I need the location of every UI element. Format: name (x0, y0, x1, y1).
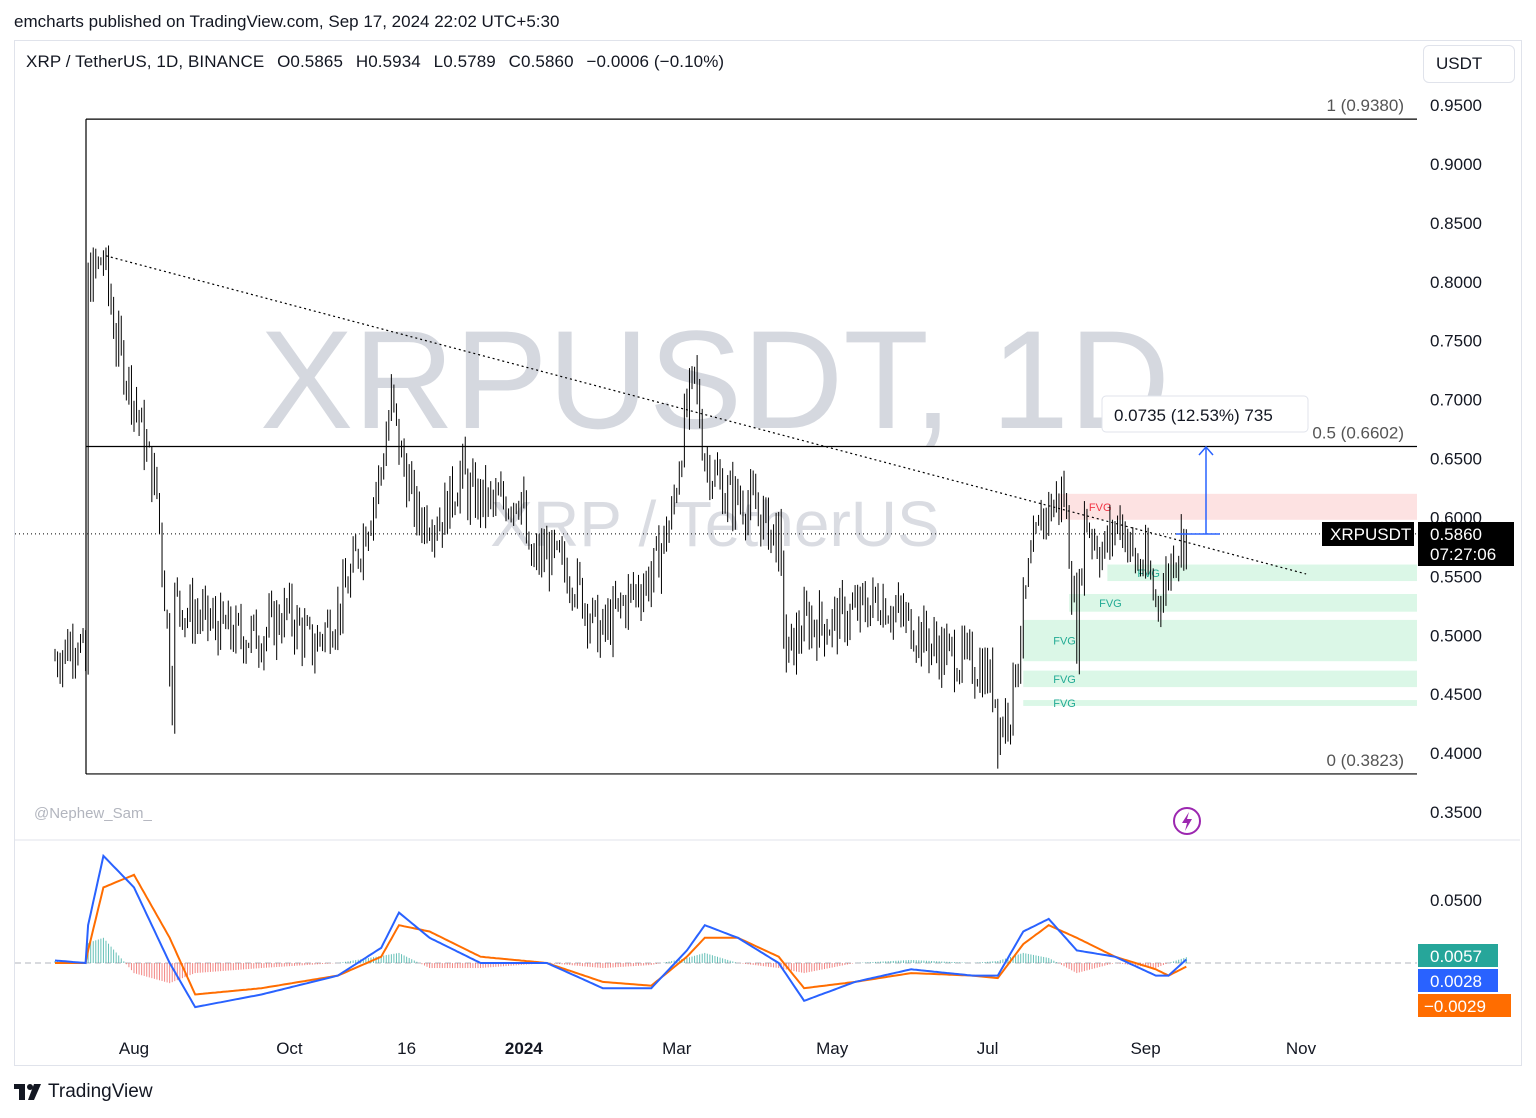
fvg-zone (1023, 670, 1417, 688)
currency-button[interactable]: USDT (1423, 45, 1515, 83)
fvg-label: FVG (1053, 636, 1076, 648)
time-tick: Oct (276, 1039, 303, 1058)
price-tick: 0.4000 (1430, 744, 1482, 763)
bar-countdown: 07:27:06 (1430, 545, 1496, 564)
current-symbol: XRPUSDT (1330, 525, 1411, 544)
fvg-zone (1058, 493, 1417, 520)
watermark-symbol: XRPUSDT, 1D (260, 301, 1170, 458)
descending-trendline[interactable] (105, 255, 1307, 575)
price-tick: 0.5000 (1430, 626, 1482, 645)
fvg-label: FVG (1099, 598, 1122, 610)
price-tick: 0.6500 (1430, 450, 1482, 469)
legend-open: O0.5865 (277, 52, 344, 71)
time-tick: Sep (1130, 1039, 1160, 1058)
macd-pane (15, 853, 1417, 1009)
fvg-label: FVG (1053, 674, 1076, 686)
price-tick: 0.5500 (1430, 567, 1482, 586)
watermark-description: XRP / TetherUS (490, 488, 939, 560)
legend-low: L0.5789 (433, 52, 496, 71)
symbol-legend[interactable]: XRP / TetherUS, 1D, BINANCE O0.5865 H0.5… (26, 52, 732, 72)
time-tick: May (816, 1039, 849, 1058)
price-range-measure[interactable]: 0.0735 (12.53%) 735 (1101, 395, 1309, 535)
tradingview-brand: TradingView (48, 1081, 153, 1102)
publish-info: emcharts published on TradingView.com, S… (14, 12, 560, 31)
fvg-zone (1023, 619, 1417, 662)
legend-change: −0.0006 (−0.10%) (586, 52, 725, 71)
price-tick: 0.7500 (1430, 332, 1482, 351)
price-tick: 0.3500 (1430, 803, 1482, 822)
macd-histogram-value: 0.0057 (1430, 947, 1482, 966)
price-tick: 0.8000 (1430, 273, 1482, 292)
time-axis[interactable]: Aug Oct 16 2024 Mar May Jul Sep Nov (119, 1039, 1317, 1058)
fvg-zone (1107, 564, 1417, 582)
legend-high: H0.5934 (355, 52, 421, 71)
fvg-label: FVG (1053, 698, 1076, 710)
current-price: 0.5860 (1430, 525, 1482, 544)
measure-label: 0.0735 (12.53%) 735 (1114, 406, 1273, 425)
fib-level-0-label: 0 (0.3823) (1327, 751, 1405, 770)
chart-frame (14, 40, 1522, 1066)
fib-level-0-5-label: 0.5 (0.6602) (1312, 423, 1404, 442)
macd-line (54, 853, 1187, 1009)
time-tick: 16 (397, 1039, 416, 1058)
macd-value-labels: 0.0057 0.0028 −0.0029 0.0500 (1418, 891, 1511, 1017)
fvg-label: FVG (1089, 502, 1112, 514)
price-axis[interactable]: 0.9500 0.9000 0.8500 0.8000 0.7500 0.7000 0.65… (1430, 96, 1482, 822)
price-tick: 0.7000 (1430, 391, 1482, 410)
price-tick: 0.8500 (1430, 214, 1482, 233)
macd-axis-tick: 0.0500 (1430, 891, 1482, 910)
time-tick: Nov (1286, 1039, 1317, 1058)
macd-signal-value: −0.0029 (1424, 997, 1486, 1016)
fib-level-1-label: 1 (0.9380) (1327, 96, 1405, 115)
fvg-zone (1023, 700, 1417, 706)
price-tick: 0.9000 (1430, 155, 1482, 174)
time-tick: Mar (662, 1039, 692, 1058)
price-tick: 0.4500 (1430, 685, 1482, 704)
macd-line-value: 0.0028 (1430, 972, 1482, 991)
time-tick: 2024 (505, 1039, 543, 1058)
legend-close: C0.5860 (508, 52, 574, 71)
legend-symbol: XRP / TetherUS, 1D, BINANCE (26, 52, 265, 71)
time-tick: Jul (977, 1039, 999, 1058)
tradingview-icon (14, 1082, 42, 1102)
price-tick: 0.9500 (1430, 96, 1482, 115)
fibonacci-retracement[interactable]: 1 (0.9380) 0.5 (0.6602) 0 (0.3823) (85, 96, 1417, 775)
current-price-label: XRPUSDT 0.5860 07:27:06 (1322, 522, 1514, 566)
time-tick: Aug (119, 1039, 149, 1058)
author-tag: @Nephew_Sam_ (34, 805, 152, 822)
macd-signal-line (55, 873, 1187, 996)
lightning-icon[interactable] (1173, 807, 1201, 835)
tradingview-logo[interactable]: TradingView (14, 1081, 153, 1103)
